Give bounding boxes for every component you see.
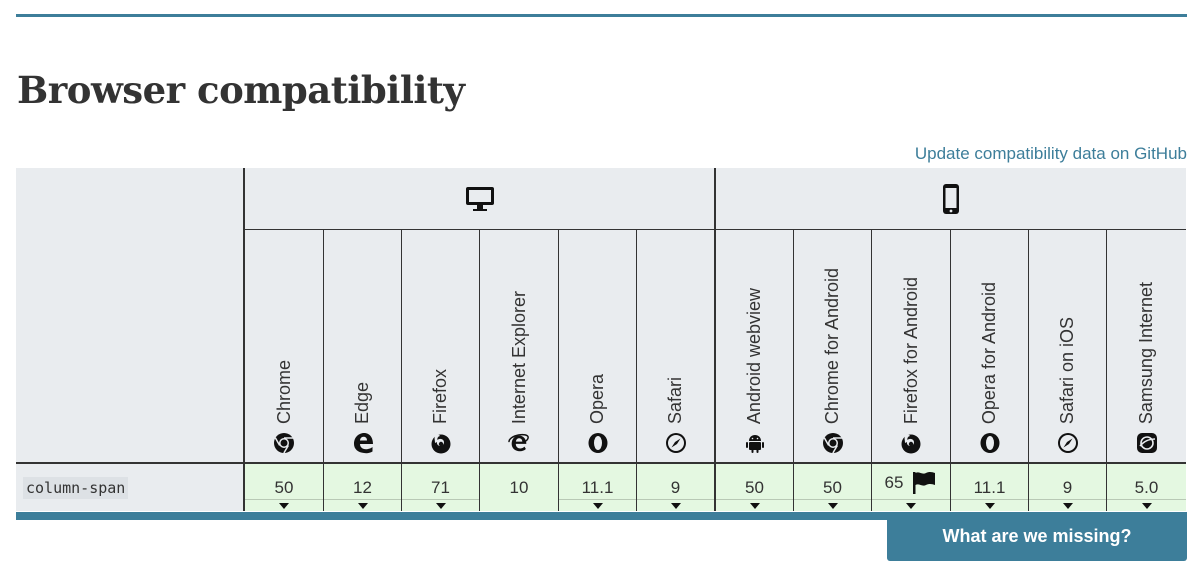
browser-name: Internet Explorer <box>508 290 529 424</box>
what-are-we-missing-button[interactable]: What are we missing? <box>887 512 1187 561</box>
browser-name: Firefox <box>430 368 450 424</box>
expand-toggle[interactable] <box>794 499 871 514</box>
browser-header-samsung: Samsung Internet <box>1107 230 1186 462</box>
support-version: 11.1 <box>581 478 614 497</box>
compat-table: Chrome Edge Firefox Internet Explorer Op… <box>16 168 1187 519</box>
expand-toggle[interactable] <box>716 499 793 514</box>
browser-name: Android webview <box>744 287 764 424</box>
support-version: 50 <box>745 478 764 497</box>
expand-toggle[interactable] <box>637 499 714 514</box>
support-cell-safari-ios[interactable]: 9 <box>1029 462 1107 511</box>
browser-header-edge: Edge <box>324 230 402 462</box>
chrome-icon <box>822 432 844 454</box>
expand-toggle[interactable] <box>1029 499 1106 514</box>
support-cell-chrome-android[interactable]: 50 <box>794 462 872 511</box>
support-version: 5.0 <box>1134 478 1159 497</box>
top-rule <box>16 14 1187 17</box>
firefox-icon <box>430 432 452 454</box>
triangle-down-icon <box>357 503 368 509</box>
browser-header-opera-android: Opera for Android <box>951 230 1029 462</box>
chrome-icon <box>273 432 295 454</box>
support-cell-chrome[interactable]: 50 <box>245 462 324 511</box>
expand-toggle[interactable] <box>324 499 401 514</box>
safari-icon <box>665 432 687 454</box>
expand-toggle[interactable] <box>951 499 1028 514</box>
browser-header-safari-ios: Safari on iOS <box>1029 230 1107 462</box>
platform-mobile <box>716 168 1186 230</box>
browser-header-firefox-android: Firefox for Android <box>872 230 951 462</box>
triangle-down-icon <box>984 503 995 509</box>
support-cell-firefox[interactable]: 71 <box>402 462 480 511</box>
support-version: 71 <box>431 478 450 497</box>
browser-name: Opera for Android <box>979 281 999 424</box>
triangle-down-icon <box>435 503 446 509</box>
support-cell-ie: 10 <box>480 462 559 511</box>
triangle-down-icon <box>906 503 916 509</box>
browser-name: Safari on iOS <box>1057 316 1077 424</box>
firefox-icon <box>900 432 922 454</box>
support-cell-firefox-android[interactable]: 65 <box>872 462 951 511</box>
triangle-down-icon <box>827 503 838 509</box>
expand-toggle[interactable] <box>872 499 950 514</box>
browser-header-chrome: Chrome <box>245 230 324 462</box>
support-version: 12 <box>353 478 372 497</box>
mobile-icon <box>943 183 959 214</box>
support-cell-edge[interactable]: 12 <box>324 462 402 511</box>
flag-icon <box>913 472 936 494</box>
support-cell-android-webview[interactable]: 50 <box>716 462 794 511</box>
triangle-down-icon <box>592 503 603 509</box>
android-icon <box>744 432 766 454</box>
triangle-down-icon <box>279 503 289 509</box>
triangle-down-icon <box>749 503 760 509</box>
browser-name: Opera <box>587 373 607 424</box>
browser-header-safari: Safari <box>637 230 716 462</box>
browser-name: Safari <box>665 376 685 424</box>
triangle-down-icon <box>1141 503 1152 509</box>
support-cell-safari[interactable]: 9 <box>637 462 716 511</box>
opera-icon <box>979 432 1001 454</box>
browser-header-android-webview: Android webview <box>716 230 794 462</box>
ie-icon <box>508 432 530 454</box>
expand-toggle[interactable] <box>245 499 323 514</box>
desktop-icon <box>465 186 494 211</box>
browser-name: Chrome <box>273 359 294 424</box>
browser-header-opera: Opera <box>559 230 637 462</box>
support-cell-samsung[interactable]: 5.0 <box>1107 462 1186 511</box>
browser-name: Chrome for Android <box>822 267 842 424</box>
browser-name: Edge <box>352 381 372 424</box>
support-version: 65 <box>884 473 904 492</box>
support-cell-opera-android[interactable]: 11.1 <box>951 462 1029 511</box>
feature-name: column-span <box>23 476 129 499</box>
triangle-down-icon <box>670 503 681 509</box>
expand-toggle[interactable] <box>1107 499 1186 514</box>
support-version-row: 65 <box>885 472 938 494</box>
update-github-link[interactable]: Update compatibility data on GitHub <box>914 144 1187 163</box>
browser-header-ie: Internet Explorer <box>480 230 559 462</box>
expand-toggle[interactable] <box>402 499 479 514</box>
support-cell-opera[interactable]: 11.1 <box>559 462 637 511</box>
browser-header-chrome-android: Chrome for Android <box>794 230 872 462</box>
support-version: 11.1 <box>973 478 1006 497</box>
support-version: 10 <box>509 478 529 497</box>
expand-toggle[interactable] <box>559 499 636 514</box>
support-version: 50 <box>823 478 842 497</box>
browser-name: Firefox for Android <box>900 276 921 424</box>
safari-icon <box>1057 432 1079 454</box>
feature-name-cell: column-span <box>16 462 245 511</box>
table-bottom-bar <box>16 512 1187 520</box>
support-version: 9 <box>1062 478 1073 497</box>
support-version: 50 <box>274 478 294 497</box>
triangle-down-icon <box>1062 503 1073 509</box>
table-corner <box>16 168 245 462</box>
samsung-icon <box>1136 432 1158 454</box>
browser-name: Samsung Internet <box>1136 281 1156 424</box>
opera-icon <box>587 432 609 454</box>
browser-header-firefox: Firefox <box>402 230 480 462</box>
page-title: Browser compatibility <box>17 68 465 112</box>
edge-icon <box>352 432 374 454</box>
platform-desktop <box>245 168 716 230</box>
support-version: 9 <box>670 478 681 497</box>
